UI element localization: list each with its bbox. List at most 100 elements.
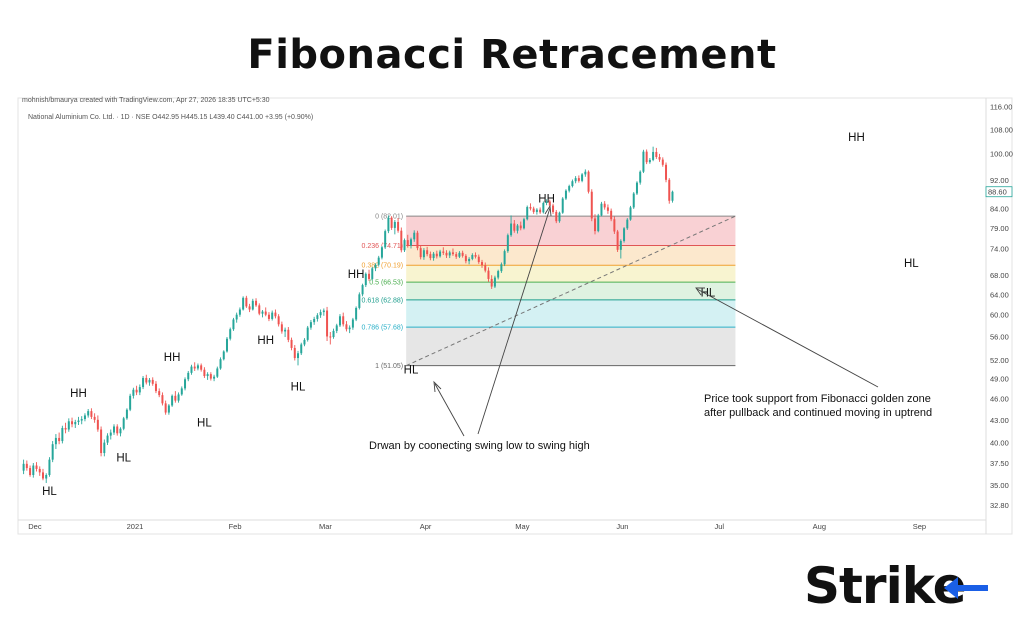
candle [377,255,380,267]
candle-body [196,365,199,369]
candle-body [93,416,96,420]
x-tick-label: Aug [813,522,826,531]
candle [80,416,83,425]
candle [587,170,590,194]
y-tick-label: 79.00 [990,224,1009,233]
candle-body [54,437,57,445]
candle-body [329,336,332,338]
candle [203,367,206,378]
candle [45,473,48,483]
candle [29,465,32,477]
swing-label-hl: HL [404,364,419,376]
candle [545,199,548,206]
candle [242,296,245,311]
candle [297,350,300,366]
candle [358,292,361,310]
candle [500,262,503,273]
candle [109,429,112,440]
candle-body [458,252,461,257]
candle-body [355,307,358,320]
candle-body [161,395,164,404]
fib-zone [406,299,736,328]
candle [477,254,480,264]
candle [200,363,203,372]
candle-body [587,171,590,192]
candle-body [639,171,642,183]
candle [458,251,461,259]
candle-body [74,422,77,425]
candle-body [77,420,80,423]
candle [125,408,128,420]
candle [196,363,199,371]
candle [632,192,635,209]
candle-body [248,306,251,310]
candle-body [297,353,300,359]
candle [77,416,80,425]
brand-wordmark: Strike [804,557,967,615]
candle-body [251,300,254,310]
candle [206,372,209,380]
candle-body [116,426,119,434]
candle [35,462,38,472]
candles [22,146,674,483]
candle-body [429,254,432,259]
candle-body [426,250,429,255]
candle [225,337,228,353]
symbol-info: National Aluminium Co. Ltd. · 1D · NSE O… [28,114,313,121]
candle [555,210,558,224]
candle [558,211,561,223]
candle-body [661,159,664,165]
candle-body [497,271,500,278]
candle [493,275,496,288]
candle [303,338,306,347]
candle [613,216,616,234]
candle [154,381,157,394]
candle-body [564,190,567,199]
candle [174,391,177,403]
candle-body [493,277,496,287]
annotation-arrow-to-swing-high [477,207,551,435]
y-tick-label: 32.80 [990,501,1009,510]
candle-body [481,262,484,266]
candle-body [597,215,600,232]
candle-body [610,210,613,220]
candle-body [490,278,493,287]
y-tick-label: 68.00 [990,271,1009,280]
candle [319,309,322,318]
y-tick-label: 52.00 [990,356,1009,365]
candle [409,237,412,249]
candle [487,267,490,282]
candle-body [171,395,174,406]
candle-body [629,207,632,220]
candle-body [151,379,154,384]
candle-body [345,324,348,330]
candle-body [581,174,584,181]
candle [342,312,345,327]
candle-body [213,376,216,379]
annotation-support-line2: after pullback and continued moving in u… [704,407,932,419]
candle [61,425,64,444]
candle [535,208,538,215]
candle [229,327,232,341]
candle [542,201,545,214]
candle-body [600,203,603,216]
x-tick-label: Sep [913,522,926,531]
candle-body [645,151,648,163]
candle-body [484,265,487,271]
y-tick-label: 116.00 [990,103,1012,112]
fib-trend-line [405,215,736,367]
candle [364,272,367,288]
candle-body [474,254,477,257]
swing-label-hl: HL [116,452,131,464]
candle-body [648,159,651,163]
candle-body [290,339,293,348]
candle [193,362,196,371]
candle-body [364,273,367,286]
candle [464,254,467,264]
candle-body [532,208,535,212]
candle [164,400,167,415]
fib-zone [406,265,736,283]
candle [371,266,374,281]
candle [361,283,364,297]
candle [184,377,187,391]
